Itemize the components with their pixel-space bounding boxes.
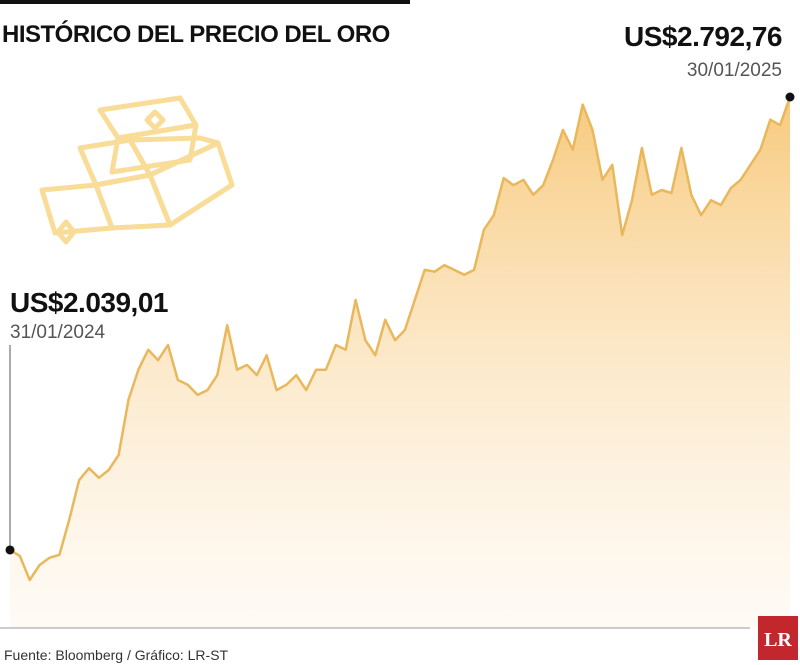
end-dot	[5, 545, 15, 555]
end-date-label: 30/01/2025	[687, 60, 782, 81]
logo-box	[758, 616, 798, 660]
start-value-label: US$2.039,01	[10, 287, 168, 318]
source: Fuente: Bloomberg / Gráfico: LR-ST	[4, 647, 229, 663]
gold-icon	[39, 95, 235, 245]
end-dot	[785, 92, 795, 102]
plot	[9, 96, 792, 628]
line	[9, 96, 792, 582]
area	[10, 97, 790, 628]
title-rule	[0, 0, 410, 4]
chart-title: HISTÓRICO DEL PRECIO DEL ORO	[2, 20, 390, 48]
end-value-label: US$2.792,76	[624, 21, 782, 52]
start-date-label: 31/01/2024	[10, 322, 106, 343]
logo: LR	[764, 629, 792, 651]
